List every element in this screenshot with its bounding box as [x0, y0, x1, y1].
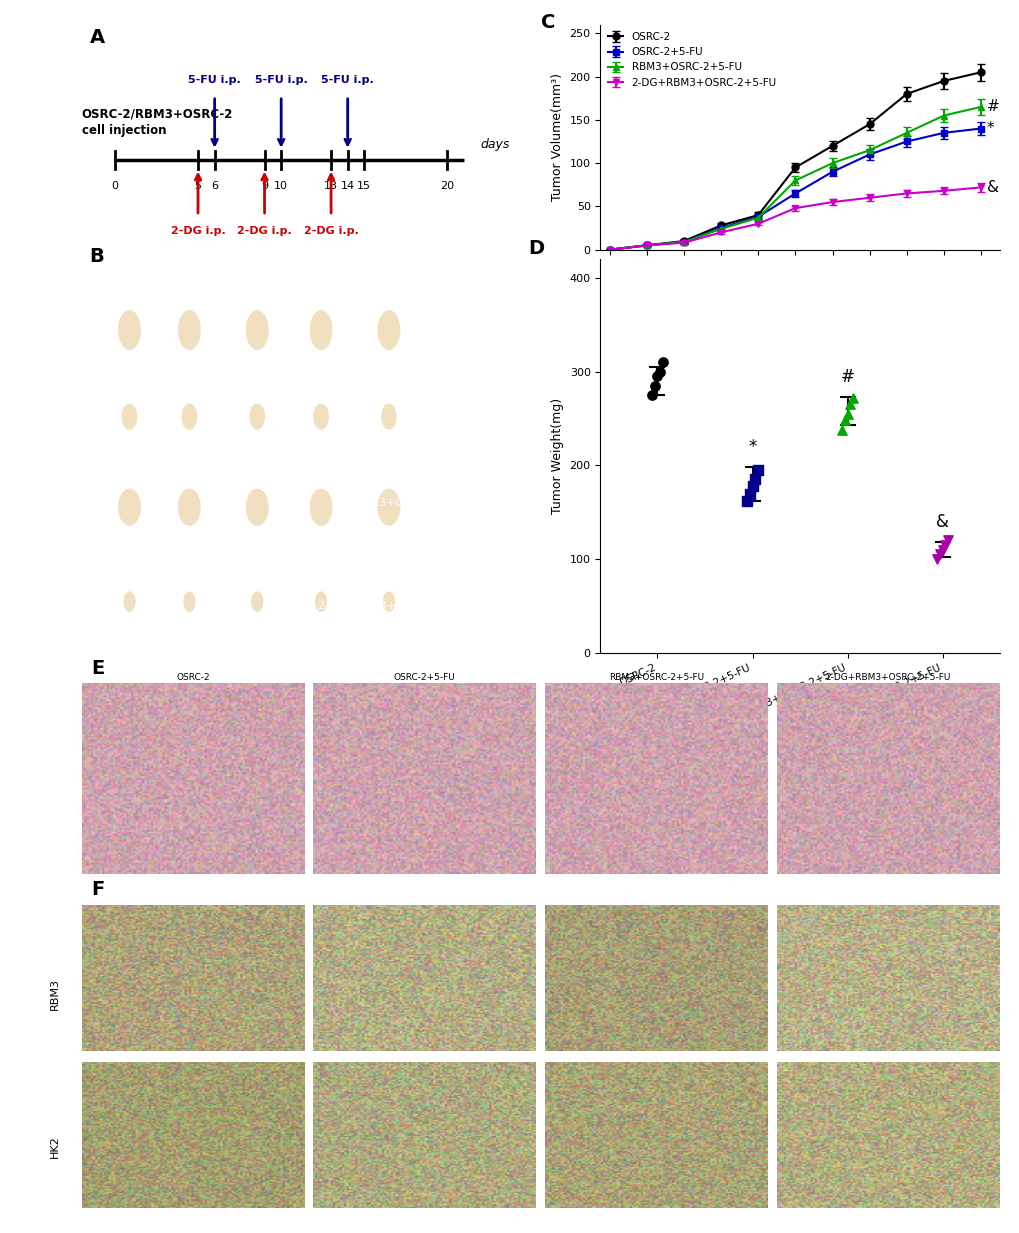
Text: days: days [480, 138, 510, 152]
Text: 2-DG i.p.: 2-DG i.p. [304, 226, 358, 236]
Ellipse shape [124, 592, 135, 612]
Ellipse shape [310, 311, 331, 349]
Text: 5: 5 [195, 181, 202, 191]
Text: &: & [935, 513, 948, 531]
Point [936, 535, 953, 555]
Point [833, 420, 849, 440]
Ellipse shape [247, 490, 268, 525]
Title: 2-DG+RBM3+OSRC-2+5-FU: 2-DG+RBM3+OSRC-2+5-FU [824, 673, 950, 682]
Point [738, 491, 754, 510]
Point [654, 353, 671, 372]
Text: RBM3+OSRC-2+5-FU: RBM3+OSRC-2+5-FU [355, 498, 472, 508]
Ellipse shape [118, 490, 141, 525]
Point [747, 470, 763, 490]
Ellipse shape [183, 592, 195, 612]
Y-axis label: Tumor Weight(mg): Tumor Weight(mg) [550, 398, 564, 514]
Point [651, 361, 667, 381]
Point [839, 404, 855, 424]
Ellipse shape [182, 404, 197, 429]
Point [649, 366, 665, 386]
Text: &: & [985, 180, 998, 195]
Text: 2-DG i.p.: 2-DG i.p. [237, 226, 291, 236]
Text: *: * [985, 121, 994, 136]
Point [930, 545, 947, 565]
Text: E: E [91, 658, 104, 677]
Ellipse shape [383, 592, 394, 612]
Ellipse shape [178, 490, 200, 525]
Text: 6: 6 [211, 181, 218, 191]
Ellipse shape [378, 490, 399, 525]
Text: 15: 15 [357, 181, 371, 191]
Point [933, 540, 950, 560]
Ellipse shape [118, 311, 141, 349]
Ellipse shape [247, 311, 268, 349]
Ellipse shape [378, 311, 399, 349]
Text: 9: 9 [261, 181, 268, 191]
Point [741, 483, 757, 503]
Text: 5-FU i.p.: 5-FU i.p. [255, 75, 308, 85]
Ellipse shape [381, 404, 395, 429]
Text: F: F [91, 880, 104, 899]
Point [646, 376, 662, 396]
Text: B: B [90, 248, 104, 266]
Ellipse shape [316, 592, 326, 612]
Text: 5-FU i.p.: 5-FU i.p. [189, 75, 240, 85]
Text: OSRC-2: OSRC-2 [430, 313, 472, 323]
Point [744, 476, 760, 496]
Text: 5-FU i.p.: 5-FU i.p. [321, 75, 374, 85]
Text: *: * [748, 438, 756, 456]
Ellipse shape [122, 404, 137, 429]
Text: OSRC-2+5-FU: OSRC-2+5-FU [395, 403, 472, 414]
Point [836, 411, 852, 430]
Legend: OSRC-2, OSRC-2+5-FU, RBM3+OSRC-2+5-FU, 2-DG+RBM3+OSRC-2+5-FU: OSRC-2, OSRC-2+5-FU, RBM3+OSRC-2+5-FU, 2… [605, 30, 779, 90]
Y-axis label: RBM3: RBM3 [50, 978, 60, 1010]
Ellipse shape [178, 311, 200, 349]
X-axis label: days: days [785, 275, 814, 289]
Point [749, 460, 765, 480]
Point [643, 385, 659, 404]
Text: 2-DG i.p.: 2-DG i.p. [170, 226, 225, 236]
Y-axis label: HK2: HK2 [50, 1136, 60, 1158]
Text: D: D [528, 239, 544, 259]
Text: 14: 14 [340, 181, 355, 191]
Point [928, 550, 945, 570]
Ellipse shape [250, 404, 264, 429]
Ellipse shape [310, 490, 331, 525]
Y-axis label: Tumor Volume(mm³): Tumor Volume(mm³) [550, 73, 564, 201]
Text: 13: 13 [324, 181, 337, 191]
Point [845, 388, 861, 408]
Text: 2-DG+RBM3+OSRC-2+5-FU: 2-DG+RBM3+OSRC-2+5-FU [317, 600, 472, 610]
Text: #: # [840, 367, 854, 386]
Ellipse shape [252, 592, 262, 612]
Text: 0: 0 [111, 181, 118, 191]
Point [940, 530, 956, 550]
Ellipse shape [314, 404, 328, 429]
Text: 10: 10 [274, 181, 288, 191]
Text: #: # [985, 100, 999, 115]
Title: OSRC-2+5-FU: OSRC-2+5-FU [393, 673, 455, 682]
Title: OSRC-2: OSRC-2 [176, 673, 210, 682]
Text: OSRC-2/RBM3+OSRC-2
cell injection: OSRC-2/RBM3+OSRC-2 cell injection [82, 107, 232, 137]
Title: RBM3+OSRC-2+5-FU: RBM3+OSRC-2+5-FU [608, 673, 703, 682]
Text: 20: 20 [440, 181, 454, 191]
Point [842, 395, 858, 414]
Text: C: C [540, 14, 554, 32]
Text: A: A [90, 28, 105, 47]
